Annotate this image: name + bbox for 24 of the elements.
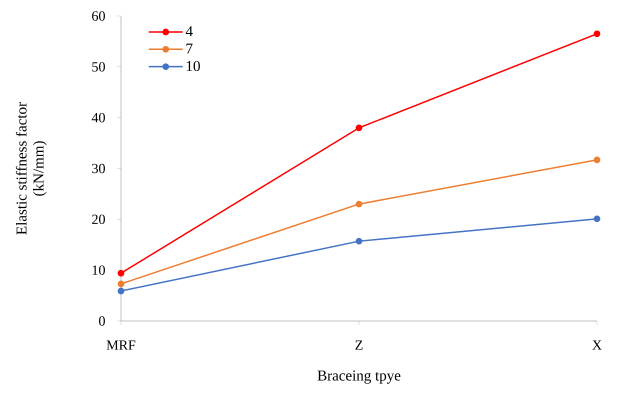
legend-label: 7 [186,44,193,54]
point [118,270,124,277]
x-tick-label: X [592,340,602,350]
y-tick-label: 0 [99,316,105,326]
legend-label: 4 [186,26,193,36]
point [356,200,362,208]
y-tick-label: 50 [92,62,105,72]
y-tick-label: 60 [92,11,105,21]
point [594,215,600,222]
y-tick-label: 10 [92,265,105,275]
point [594,30,600,38]
y-axis-title: Elastic stiffness factor (kN/mm) [16,102,47,235]
point [118,288,124,294]
legend-label: 10 [186,60,200,72]
x-tick-label: MRF [106,340,136,350]
y-tick-label: 30 [92,164,105,174]
y-tick-label: 40 [92,112,105,122]
point [594,156,600,164]
point [356,124,362,132]
point [356,238,362,245]
x-tick-label: Z [355,340,363,350]
point [118,280,124,288]
y-tick-label: 20 [92,214,105,224]
x-axis-title: Braceing tpye [318,370,400,384]
